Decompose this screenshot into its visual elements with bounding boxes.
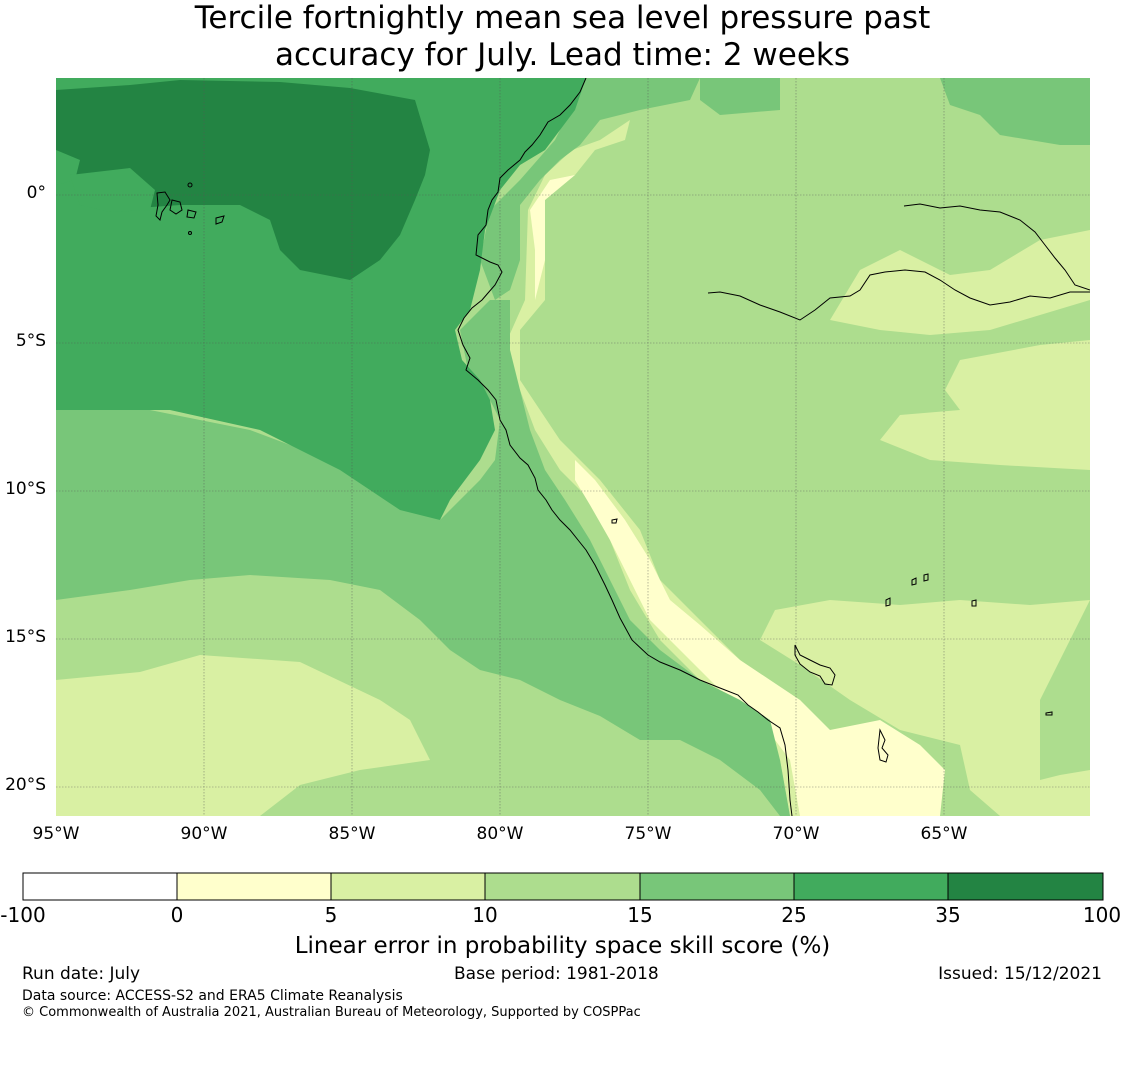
colorbar-segment-1 xyxy=(177,873,331,900)
score-patch-galapagos xyxy=(70,168,155,212)
score-region-5-10-east xyxy=(880,340,1090,470)
colorbar-frame xyxy=(22,872,1104,901)
lon-label-65w: 65°W xyxy=(920,824,968,844)
colorbar-tick-1: 0 xyxy=(170,903,184,927)
score-region-5-10-southeast xyxy=(760,600,1090,816)
colorbar xyxy=(22,872,1104,901)
coastline xyxy=(457,78,793,816)
colorbar-tick-5: 25 xyxy=(781,903,807,927)
colorbar-tick-0: -100 xyxy=(0,903,46,927)
lat-label-10s: 10°S xyxy=(5,479,46,499)
lat-label-5s: 5°S xyxy=(15,331,46,351)
lat-label-20s: 20°S xyxy=(5,775,46,795)
lon-label-85w: 85°W xyxy=(328,824,376,844)
base-period: Base period: 1981-2018 xyxy=(454,964,659,984)
score-region-0-5-south xyxy=(830,720,945,816)
lon-label-70w: 70°W xyxy=(772,824,820,844)
skill-score-field xyxy=(56,78,1090,816)
lon-label-95w: 95°W xyxy=(32,824,80,844)
colorbar-segment-0 xyxy=(23,873,177,900)
colorbar-tick-6: 35 xyxy=(935,903,961,927)
colorbar-tick-2: 5 xyxy=(324,903,338,927)
score-region-35-100 xyxy=(56,80,430,280)
colorbar-segment-2 xyxy=(331,873,485,900)
colorbar-segment-3 xyxy=(485,873,640,900)
colorbar-label: Linear error in probability space skill … xyxy=(294,933,831,959)
lon-label-80w: 80°W xyxy=(476,824,524,844)
colorbar-segment-5 xyxy=(794,873,948,900)
score-region-5-10-southwest xyxy=(56,655,430,816)
map-title: Tercile fortnightly mean sea level press… xyxy=(0,0,1125,74)
score-region-15-25-north xyxy=(700,78,1090,145)
lon-label-75w: 75°W xyxy=(624,824,672,844)
lat-label-15s: 15°S xyxy=(5,627,46,647)
map-title-line-1: Tercile fortnightly mean sea level press… xyxy=(194,0,931,36)
colorbar-segment-6 xyxy=(948,873,1103,900)
colorbar-tick-4: 15 xyxy=(627,903,653,927)
data-source: Data source: ACCESS-S2 and ERA5 Climate … xyxy=(22,988,403,1004)
lon-label-90w: 90°W xyxy=(180,824,228,844)
map-gridlines xyxy=(56,78,1090,816)
lake-poopo xyxy=(877,728,889,763)
copyright: © Commonwealth of Australia 2021, Austra… xyxy=(22,1005,641,1020)
colorbar-tick-7: 100 xyxy=(1082,903,1122,927)
lat-label-0: 0° xyxy=(26,183,46,203)
colorbar-segment-4 xyxy=(640,873,794,900)
amazon-river xyxy=(707,203,1090,321)
run-date: Run date: July xyxy=(22,964,141,984)
small-lakes xyxy=(611,518,1053,716)
score-region-15-25-west xyxy=(56,300,790,816)
issued-date: Issued: 15/12/2021 xyxy=(938,964,1102,984)
map-title-line-2: accuracy for July. Lead time: 2 weeks xyxy=(274,37,851,73)
lake-titicaca xyxy=(794,644,836,686)
score-region-0-5-coastal xyxy=(530,175,850,816)
score-region-15-25-coastal-north xyxy=(480,78,700,300)
score-region-5-10-inland xyxy=(830,230,1090,335)
galapagos-islands xyxy=(155,182,225,235)
colorbar-tick-3: 10 xyxy=(472,903,498,927)
